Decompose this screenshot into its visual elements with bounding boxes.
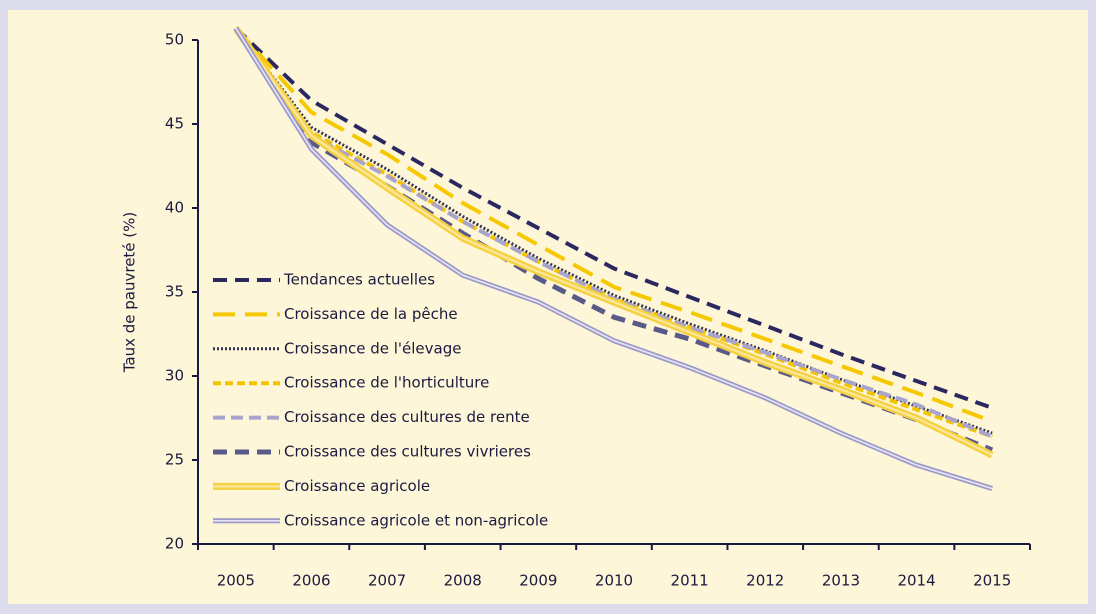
- series-line: [234, 26, 993, 410]
- series-line-inner: [234, 27, 993, 457]
- x-tick-label: 2014: [897, 572, 935, 590]
- x-tick-label: 2013: [822, 572, 860, 590]
- x-tick-label: 2012: [746, 572, 784, 590]
- x-tick-label: 2009: [519, 572, 557, 590]
- x-tick-label: 2007: [368, 572, 406, 590]
- legend-label: Croissance de l'élevage: [284, 339, 461, 357]
- legend-label: Croissance des cultures vivrieres: [284, 443, 531, 461]
- legend-label: Croissance de la pêche: [284, 305, 458, 323]
- series-line: [234, 26, 993, 424]
- legend-label: Croissance agricole et non-agricole: [284, 511, 548, 529]
- y-tick-label: 30: [165, 367, 184, 385]
- legend-label: Croissance des cultures de rente: [284, 408, 530, 426]
- y-tick-label: 50: [165, 31, 184, 49]
- legend-label: Croissance agricole: [284, 477, 430, 495]
- y-tick-label: 35: [165, 283, 184, 301]
- series-line-inner: [235, 27, 993, 490]
- x-tick-label: 2005: [217, 572, 255, 590]
- y-tick-label: 25: [165, 451, 184, 469]
- y-axis-label: Taux de pauvreté (%): [121, 212, 139, 374]
- y-tick-label: 45: [165, 115, 184, 133]
- y-tick-label: 20: [165, 535, 184, 553]
- x-tick-label: 2008: [444, 572, 482, 590]
- x-tick-label: 2011: [671, 572, 709, 590]
- x-tick-label: 2006: [292, 572, 330, 590]
- legend-label: Croissance de l'horticulture: [284, 374, 489, 392]
- legend-label: Tendances actuelles: [283, 271, 435, 289]
- x-tick-label: 2010: [595, 572, 633, 590]
- x-tick-label: 2015: [973, 572, 1011, 590]
- y-tick-label: 40: [165, 199, 184, 217]
